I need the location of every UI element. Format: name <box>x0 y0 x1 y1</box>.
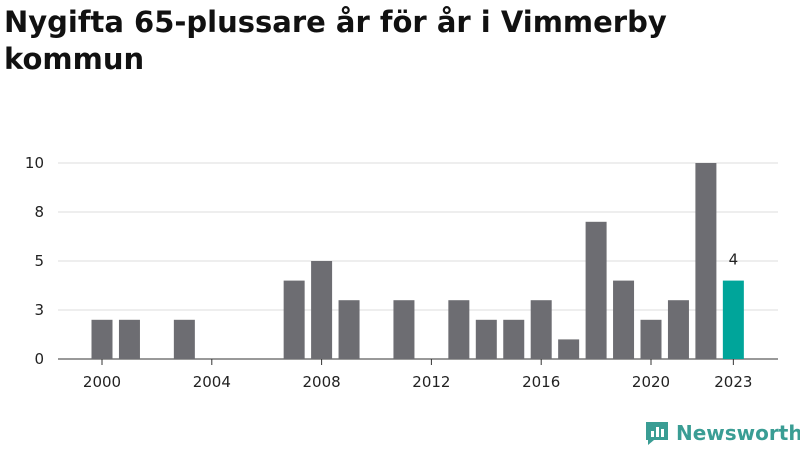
bar-2015 <box>503 319 525 359</box>
bar-2016 <box>530 300 552 359</box>
y-tick-label: 10 <box>25 154 44 172</box>
x-tick-label: 2023 <box>714 373 752 391</box>
y-tick-label: 3 <box>34 301 44 319</box>
bar-2018 <box>585 221 607 359</box>
bar-2000 <box>91 319 113 359</box>
bar-2008 <box>311 261 333 359</box>
brand-logo: Newsworthy <box>644 420 800 446</box>
bar-2019 <box>613 280 635 359</box>
bar-2023 <box>722 280 744 359</box>
bar-2007 <box>283 280 305 359</box>
bar-2020 <box>640 319 662 359</box>
bar-2014 <box>475 319 497 359</box>
chart-title: Nygifta 65-plussare år för år i Vimmerby… <box>4 5 667 76</box>
bar-2013 <box>448 300 470 359</box>
x-tick-label: 2000 <box>83 373 121 391</box>
x-tick-label: 2016 <box>522 373 560 391</box>
data-label: 4 <box>729 251 739 269</box>
y-tick-label: 8 <box>34 203 44 221</box>
y-tick-label: 0 <box>34 350 44 368</box>
bar-2009 <box>338 300 360 359</box>
x-tick-label: 2004 <box>193 373 231 391</box>
brand-name: Newsworthy <box>676 421 800 445</box>
bar-2021 <box>667 300 689 359</box>
x-tick-label: 2020 <box>632 373 670 391</box>
bar-2011 <box>393 300 415 359</box>
bar-2017 <box>558 339 580 359</box>
newsworthy-logo-icon <box>646 422 668 445</box>
bar-2001 <box>118 319 140 359</box>
y-tick-label: 5 <box>34 252 44 270</box>
x-tick-label: 2008 <box>303 373 341 391</box>
bar-2022 <box>695 163 717 359</box>
x-tick-label: 2012 <box>412 373 450 391</box>
bar-2003 <box>173 319 195 359</box>
